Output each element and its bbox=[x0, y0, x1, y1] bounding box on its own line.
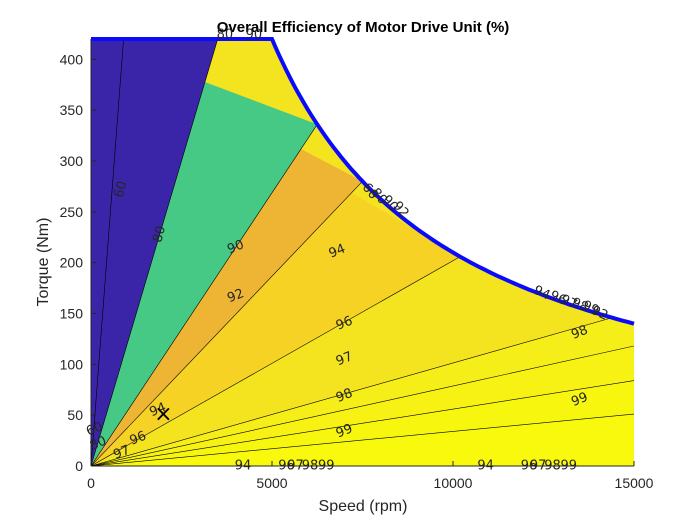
contour-regions bbox=[91, 39, 634, 466]
x-tick-label: 0 bbox=[87, 475, 95, 491]
contour-label: 94 bbox=[148, 400, 169, 420]
y-tick-label: 250 bbox=[60, 204, 84, 220]
contour-label: 96 bbox=[128, 429, 149, 449]
contour-line-94 bbox=[91, 256, 461, 466]
contour-label: 96 bbox=[334, 314, 355, 334]
x-axis-label: Speed (rpm) bbox=[319, 498, 408, 515]
envelope-contour-label: 97 bbox=[558, 292, 579, 313]
contour-label: 98 bbox=[334, 386, 355, 406]
y-axis-label: Torque (Nm) bbox=[35, 218, 52, 307]
y-tick-label: 150 bbox=[60, 306, 84, 322]
contour-line-92 bbox=[91, 181, 363, 466]
contour-label: 60 bbox=[112, 180, 131, 200]
contour-line-96 bbox=[91, 311, 634, 466]
contour-line-60 bbox=[91, 39, 124, 466]
y-tick-label: 100 bbox=[60, 356, 84, 372]
contour-label: 92 bbox=[225, 286, 246, 306]
contour-line-80 bbox=[91, 39, 218, 466]
contour-label: 90 bbox=[246, 27, 263, 42]
y-tick-label: 400 bbox=[60, 51, 84, 67]
x-tick-label: 5000 bbox=[256, 475, 287, 491]
y-tick-label: 50 bbox=[67, 407, 83, 423]
contour-label: 80 bbox=[150, 224, 169, 244]
envelope-contour-label: 98 bbox=[569, 295, 590, 316]
y-tick-label: 350 bbox=[60, 102, 84, 118]
contour-label: 99 bbox=[569, 390, 590, 410]
contour-label: 90 bbox=[225, 237, 246, 257]
envelope-contour-label: 92 bbox=[589, 303, 610, 324]
contour-label: 98 bbox=[569, 323, 590, 343]
contour-label: 94 bbox=[327, 241, 348, 261]
contour-line-90 bbox=[91, 124, 318, 466]
y-tick-label: 0 bbox=[75, 458, 83, 474]
y-tick-label: 200 bbox=[60, 255, 84, 271]
axes: 0 5000 10000 15000 0 50 100 150 200 250 300 350 400 bbox=[60, 39, 654, 491]
contour-label: 60 bbox=[84, 419, 105, 439]
x-tick-label: 15000 bbox=[615, 475, 654, 491]
operating-point-marker: × bbox=[154, 402, 172, 427]
contour-label: 97 bbox=[111, 443, 132, 463]
y-tick-label: 300 bbox=[60, 153, 84, 169]
envelope-contour-label: 94 bbox=[531, 283, 552, 304]
contour-label: 99 bbox=[334, 421, 355, 441]
envelope-contour-label: 99 bbox=[580, 298, 601, 319]
contour-label: 80 bbox=[88, 434, 109, 454]
x-tick-label: 10000 bbox=[434, 475, 473, 491]
contour-label: 80 bbox=[217, 27, 234, 42]
contour-line-97 bbox=[91, 345, 634, 466]
contour-line-99 bbox=[91, 413, 634, 466]
chart-title: Overall Efficiency of Motor Drive Unit (… bbox=[217, 19, 510, 36]
envelope-contour-label: 96 bbox=[547, 288, 568, 309]
torque-envelope-line bbox=[91, 37, 635, 326]
contour-line-98 bbox=[91, 380, 634, 466]
contour-label: 97 bbox=[334, 349, 355, 369]
